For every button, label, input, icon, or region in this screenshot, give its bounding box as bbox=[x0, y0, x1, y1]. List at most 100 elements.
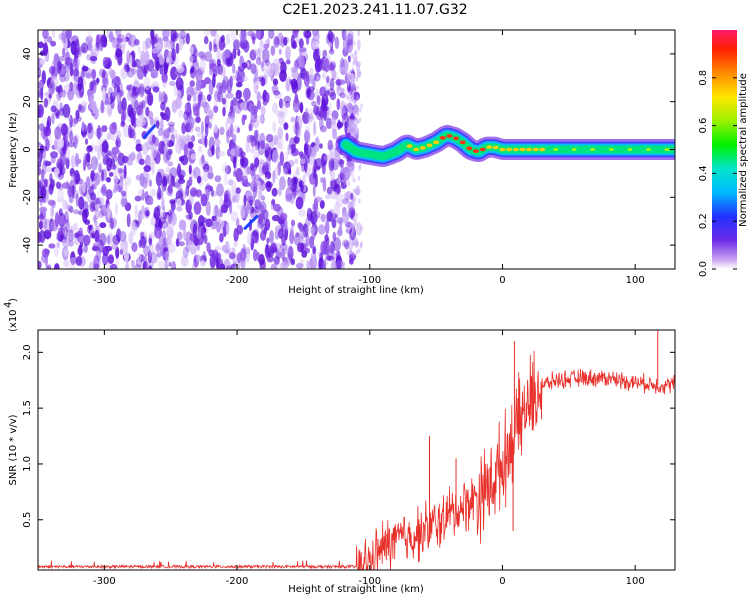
noise-blob bbox=[134, 204, 138, 219]
noise-blob bbox=[161, 197, 165, 210]
noise-blob bbox=[162, 175, 168, 188]
noise-blob bbox=[183, 113, 187, 126]
noise-blob bbox=[185, 122, 191, 133]
signal-peak-spot bbox=[590, 148, 596, 151]
noise-blob bbox=[259, 39, 263, 47]
noise-blob bbox=[322, 71, 327, 80]
noise-blob bbox=[290, 66, 299, 73]
noise-blob bbox=[206, 94, 212, 102]
noise-blob bbox=[207, 172, 214, 180]
noise-blob bbox=[204, 135, 208, 148]
noise-blob bbox=[284, 226, 289, 241]
noise-blob bbox=[212, 73, 216, 88]
noise-blob bbox=[133, 264, 142, 269]
noise-blob bbox=[358, 165, 361, 171]
noise-blob bbox=[320, 213, 326, 223]
noise-blob bbox=[119, 231, 127, 243]
noise-blob bbox=[129, 54, 133, 67]
noise-blob bbox=[144, 85, 152, 95]
noise-blob bbox=[284, 151, 289, 161]
noise-blob bbox=[57, 137, 65, 149]
noise-blob bbox=[123, 164, 127, 179]
noise-blob bbox=[116, 91, 122, 105]
noise-blob bbox=[90, 98, 95, 111]
signal-peak-spot bbox=[466, 146, 473, 151]
noise-blob bbox=[355, 237, 358, 243]
noise-blob bbox=[347, 35, 353, 46]
noise-blob bbox=[38, 69, 42, 75]
noise-blob bbox=[307, 207, 311, 215]
noise-blob bbox=[132, 86, 140, 96]
noise-blob bbox=[115, 154, 119, 168]
noise-blob bbox=[91, 48, 100, 58]
noise-blob bbox=[273, 203, 281, 212]
noise-blob bbox=[139, 172, 145, 187]
noise-blob bbox=[229, 76, 233, 88]
noise-blob bbox=[345, 46, 348, 52]
noise-blob bbox=[208, 109, 214, 120]
noise-blob bbox=[107, 232, 114, 245]
noise-blob bbox=[185, 214, 192, 220]
noise-blob bbox=[279, 212, 288, 220]
noise-blob bbox=[117, 167, 123, 174]
noise-blob bbox=[147, 250, 152, 264]
noise-blob bbox=[321, 261, 326, 269]
noise-blob bbox=[121, 97, 127, 112]
noise-blob bbox=[122, 155, 129, 164]
noise-blob bbox=[249, 134, 255, 142]
noise-blob bbox=[190, 153, 196, 160]
noise-blob bbox=[224, 249, 230, 255]
noise-blob bbox=[221, 51, 228, 62]
noise-blob bbox=[300, 158, 306, 164]
x-tick-label: 100 bbox=[626, 275, 645, 286]
noise-blob bbox=[352, 251, 355, 257]
noise-blob bbox=[67, 141, 75, 148]
noise-blob bbox=[190, 71, 195, 80]
noise-blob bbox=[110, 98, 115, 110]
noise-blob bbox=[321, 161, 326, 175]
noise-blob bbox=[327, 30, 334, 42]
noise-blob bbox=[92, 242, 98, 252]
noise-blob bbox=[167, 127, 171, 133]
noise-blob bbox=[360, 103, 363, 109]
noise-blob bbox=[358, 198, 361, 204]
noise-blob bbox=[279, 176, 286, 191]
noise-blob bbox=[177, 75, 182, 83]
noise-blob bbox=[45, 167, 54, 173]
y-tick-label: 1.0 bbox=[22, 456, 33, 472]
noise-blob bbox=[59, 224, 67, 232]
noise-blob bbox=[230, 100, 234, 114]
noise-blob bbox=[187, 240, 194, 248]
noise-blob bbox=[87, 122, 93, 134]
noise-blob bbox=[213, 124, 218, 134]
x-tick-label: -200 bbox=[226, 275, 249, 286]
noise-blob bbox=[346, 95, 349, 101]
noise-blob bbox=[74, 153, 80, 167]
noise-blob bbox=[354, 109, 357, 115]
noise-blob bbox=[53, 53, 58, 69]
noise-blob bbox=[304, 144, 308, 153]
noise-blob bbox=[328, 42, 332, 48]
noise-blob bbox=[119, 175, 124, 183]
noise-blob bbox=[228, 252, 236, 260]
noise-blob bbox=[182, 246, 189, 258]
noise-blob bbox=[57, 234, 64, 242]
noise-blob bbox=[353, 129, 356, 135]
noise-blob bbox=[86, 152, 91, 164]
noise-blob bbox=[89, 55, 98, 62]
noise-blob bbox=[222, 106, 226, 117]
noise-blob bbox=[241, 175, 248, 187]
noise-blob bbox=[125, 261, 130, 269]
noise-blob bbox=[289, 137, 297, 149]
streak-feature-1 bbox=[243, 214, 259, 230]
noise-blob bbox=[108, 31, 114, 43]
noise-blob bbox=[319, 252, 324, 263]
noise-blob bbox=[111, 146, 120, 155]
noise-blob bbox=[326, 186, 333, 195]
noise-blob bbox=[192, 92, 197, 103]
noise-blob bbox=[308, 146, 315, 158]
noise-blob bbox=[283, 248, 292, 255]
noise-blob bbox=[216, 47, 221, 62]
noise-blob bbox=[357, 175, 361, 181]
noise-blob bbox=[260, 105, 266, 116]
